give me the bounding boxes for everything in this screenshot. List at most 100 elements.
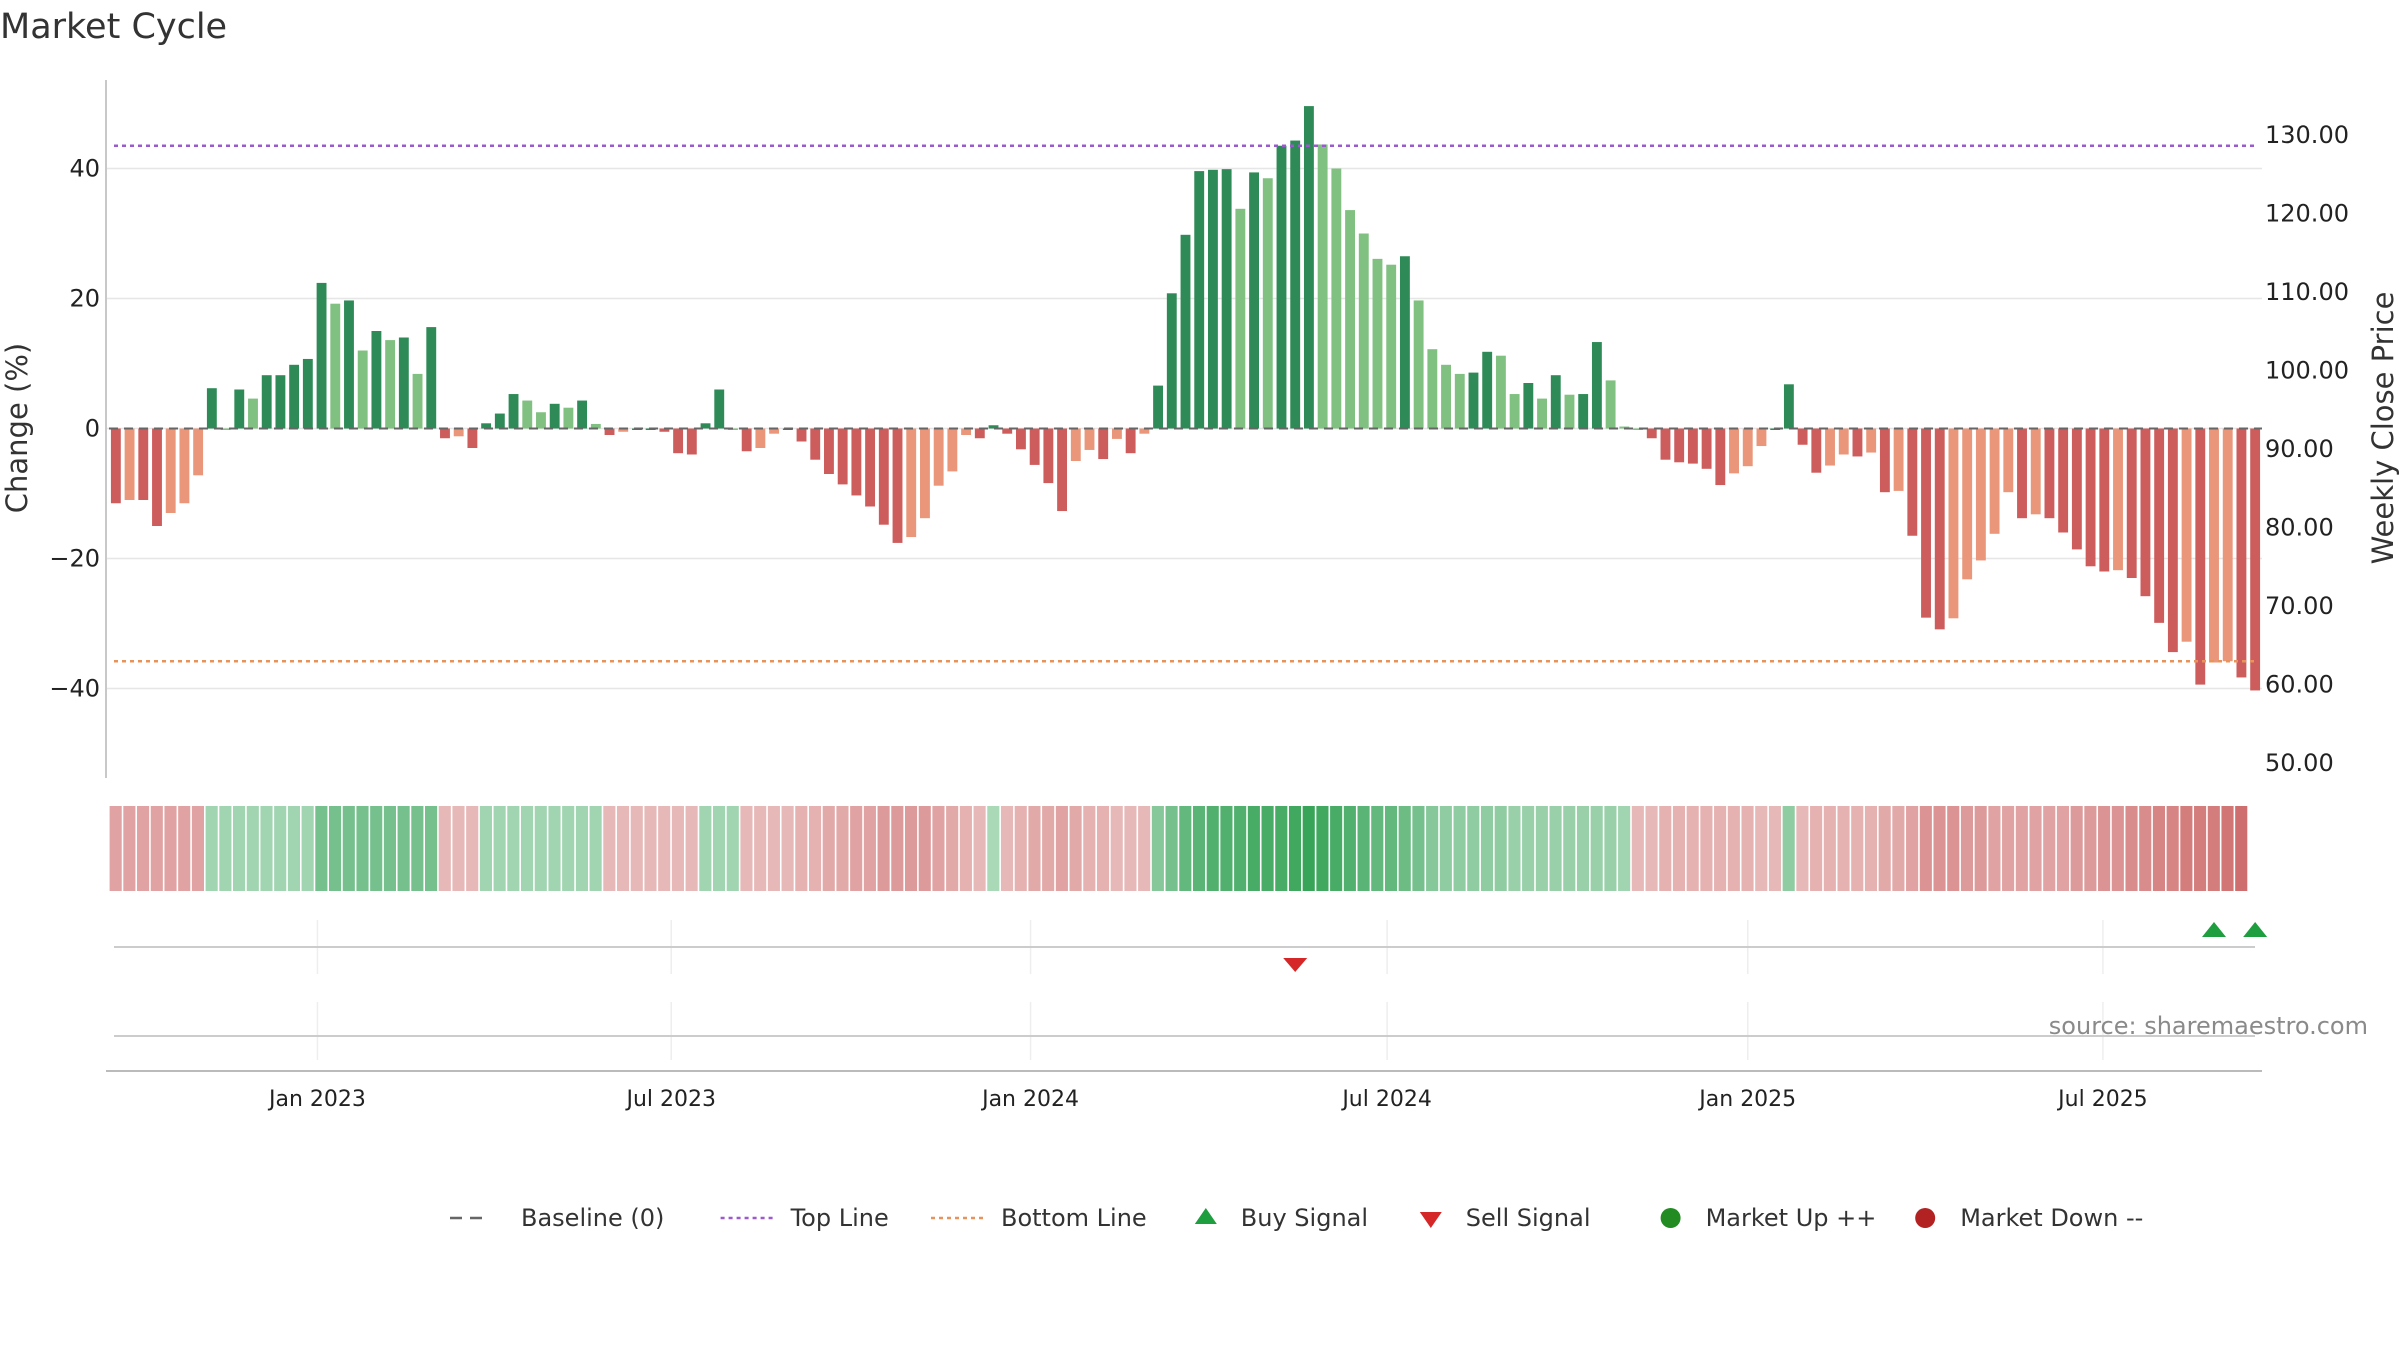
legend-swatch-dot	[1660, 1208, 1681, 1228]
change-bar	[810, 428, 821, 460]
change-bar	[261, 375, 272, 429]
heat-cell	[246, 806, 259, 891]
change-bar	[769, 428, 780, 434]
legend-label: Top Line	[790, 1204, 889, 1232]
change-bar	[1317, 144, 1328, 429]
heat-cell	[959, 806, 972, 891]
heat-cell	[287, 806, 300, 891]
change-bar	[412, 373, 423, 429]
heat-cell	[2029, 806, 2042, 891]
change-bar	[220, 428, 231, 430]
change-bar	[2126, 428, 2137, 578]
heat-cell	[2015, 806, 2028, 891]
heat-cell	[438, 806, 451, 891]
change-bar	[357, 350, 368, 429]
heat-cell	[1837, 806, 1850, 891]
heat-cell	[836, 806, 849, 891]
heat-cell	[1343, 806, 1356, 891]
heat-cell	[1631, 806, 1644, 891]
change-bar	[1482, 351, 1493, 429]
change-bar	[1756, 428, 1767, 447]
heat-cell	[1604, 806, 1617, 891]
change-bar	[2167, 428, 2178, 653]
heat-cell	[521, 806, 534, 891]
change-bar	[906, 428, 917, 538]
legend-swatch-dot	[1915, 1208, 1936, 1228]
heat-cell	[1947, 806, 1960, 891]
change-bar	[604, 428, 615, 435]
heat-cell	[1439, 806, 1452, 891]
change-bar	[1262, 178, 1273, 429]
change-bar	[2209, 428, 2219, 663]
heat-cell	[493, 806, 506, 891]
change-bar	[1166, 293, 1177, 429]
heat-cell	[850, 806, 863, 891]
heat-cell	[1494, 806, 1507, 891]
change-bar	[714, 389, 725, 429]
change-bar	[1921, 428, 1931, 618]
heat-cell	[1563, 806, 1576, 891]
heat-cell	[2043, 806, 2056, 891]
heat-cell	[274, 806, 287, 891]
change-bar	[865, 428, 876, 507]
change-bar	[563, 407, 574, 429]
x-tick-label: Jan 2023	[267, 1087, 366, 1112]
change-bar	[1578, 394, 1589, 429]
change-bar	[1495, 355, 1506, 429]
left-tick-label: 20	[69, 285, 100, 313]
change-bar	[1057, 428, 1068, 512]
heat-cell	[1110, 806, 1123, 891]
change-bar	[659, 428, 670, 432]
change-bar	[892, 428, 903, 543]
change-bar	[234, 389, 245, 429]
change-bar	[1564, 394, 1575, 429]
change-bar	[1372, 258, 1383, 429]
heat-cell	[260, 806, 273, 891]
heat-cell	[1124, 806, 1137, 891]
heat-cell	[946, 806, 959, 891]
change-bar	[398, 337, 409, 429]
change-bar	[988, 425, 999, 429]
change-bar	[2003, 428, 2014, 493]
heat-cell	[2139, 806, 2152, 891]
heat-cell	[877, 806, 890, 891]
change-bar	[961, 428, 972, 435]
change-bar	[1331, 168, 1342, 429]
change-bar	[1016, 428, 1026, 450]
heat-cell	[1892, 806, 1905, 891]
change-bar	[494, 413, 505, 429]
legend: Baseline (0) Top Line Bottom Line Buy Signa…	[450, 1204, 2143, 1232]
source-note: source: sharemaestro.com	[2049, 1012, 2368, 1040]
heat-cell	[2111, 806, 2124, 891]
heat-cell	[1398, 806, 1411, 891]
change-bar	[1646, 428, 1657, 439]
legend-label: Market Up ++	[1706, 1204, 1877, 1232]
heat-cell	[658, 806, 671, 891]
heat-cell	[1919, 806, 1932, 891]
change-bar	[700, 423, 711, 429]
heat-cell	[1535, 806, 1548, 891]
change-bar	[2085, 428, 2096, 567]
change-bar	[1139, 428, 1150, 434]
change-bar	[1797, 428, 1808, 445]
heat-cell	[699, 806, 712, 891]
right-tick-label: 100.00	[2265, 357, 2349, 385]
change-bar	[673, 428, 684, 454]
heat-cell	[370, 806, 383, 891]
change-bar	[1386, 264, 1397, 429]
legend-label: Buy Signal	[1241, 1204, 1368, 1232]
heat-cell	[1412, 806, 1425, 891]
change-bar	[1111, 428, 1122, 439]
left-tick-label: −20	[49, 545, 100, 573]
heat-cell	[1371, 806, 1384, 891]
change-bar	[2222, 428, 2233, 662]
heat-cell	[1055, 806, 1068, 891]
heat-cell	[603, 806, 616, 891]
heat-cell	[2194, 806, 2207, 891]
heat-cell	[2070, 806, 2083, 891]
heat-cell	[397, 806, 410, 891]
change-bar	[1591, 342, 1602, 429]
heat-cell	[137, 806, 150, 891]
change-bar	[453, 428, 464, 437]
change-bar	[1413, 300, 1424, 429]
